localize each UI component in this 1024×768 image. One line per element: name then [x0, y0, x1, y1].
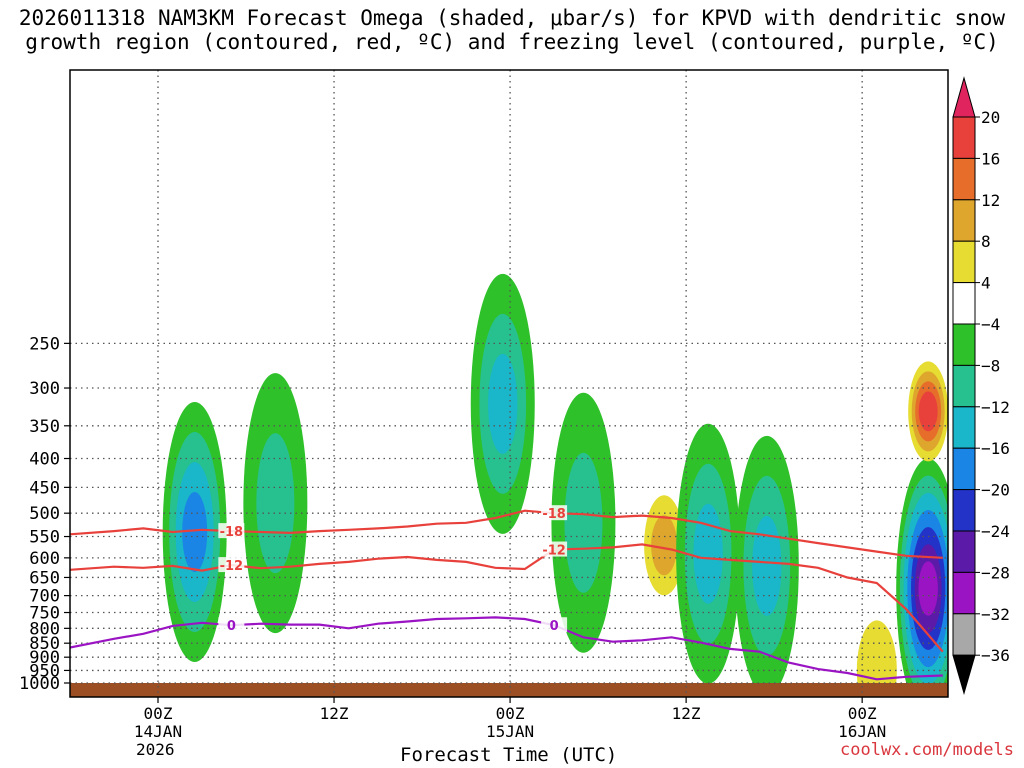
omega-region-2-level-2 — [488, 353, 518, 454]
omega-region-8-level-3 — [918, 391, 938, 432]
colorbar-label-12: −32 — [981, 605, 1010, 624]
colorbar-segment-7 — [952, 406, 976, 449]
x-tick-sublabel-30: 15JAN — [486, 722, 534, 741]
contour-label-bg-0-5 — [218, 523, 245, 539]
omega-region-0-level-3 — [182, 492, 208, 573]
contour-label-0-5: -18 — [220, 525, 244, 540]
y-tick-label-250: 250 — [29, 334, 60, 354]
y-tick-label-850: 850 — [29, 634, 60, 654]
colorbar-label-9: −20 — [981, 481, 1010, 500]
y-tick-label-1000: 1000 — [19, 674, 60, 694]
colorbar-bottom-triangle — [952, 654, 976, 695]
y-tick-label-550: 550 — [29, 528, 60, 548]
y-tick-label-600: 600 — [29, 549, 60, 569]
x-tick-label-42: 12Z — [672, 704, 701, 723]
colorbar-label-6: −8 — [981, 356, 1000, 375]
title-line-1: 2026011318 NAM3KM Forecast Omega (shaded… — [18, 6, 1006, 30]
contour-label-0-16: -18 — [542, 507, 566, 522]
colorbar-label-13: −36 — [981, 646, 1010, 665]
x-axis-title: Forecast Time (UTC) — [400, 744, 618, 766]
colorbar-label-8: −16 — [981, 439, 1010, 458]
contour-label-1-16: -12 — [542, 544, 566, 559]
omega-region-4-level-1 — [651, 515, 678, 576]
colorbar-label-2: 12 — [981, 191, 1000, 210]
y-tick-label-350: 350 — [29, 417, 60, 437]
y-tick-label-900: 900 — [29, 648, 60, 668]
contour-label-2-5: 0 — [227, 619, 236, 634]
x-tick-label-30: 00Z — [496, 704, 525, 723]
terrain-fill — [70, 683, 948, 697]
colorbar-segment-1 — [952, 157, 976, 201]
contour-label-bg-2-16 — [541, 617, 568, 633]
colorbar-segment-10 — [952, 530, 976, 573]
y-tick-label-500: 500 — [29, 504, 60, 524]
colorbar-label-4: 4 — [981, 274, 991, 293]
colorbar-label-11: −28 — [981, 563, 1010, 582]
omega-region-7-level-6 — [918, 561, 938, 616]
omega-region-5-level-2 — [693, 503, 723, 604]
contour-label-bg-1-5 — [218, 557, 245, 573]
colorbar-top-triangle — [952, 76, 976, 118]
contour-label-bg-1-16 — [541, 541, 568, 557]
colorbar-segment-6 — [952, 364, 976, 408]
y-tick-label-400: 400 — [29, 450, 60, 470]
colorbar-segment-2 — [952, 199, 976, 242]
x-tick-label-18: 12Z — [320, 704, 349, 723]
y-tick-label-700: 700 — [29, 587, 60, 607]
x-tick-label-54: 00Z — [848, 704, 877, 723]
x-tick-sublabel-6: 14JAN — [134, 722, 182, 741]
colorbar-segment-3 — [952, 240, 976, 284]
colorbar-label-3: 8 — [981, 232, 991, 251]
contour-label-bg-2-5 — [218, 617, 245, 633]
chart-title: 2026011318 NAM3KM Forecast Omega (shaded… — [0, 6, 1024, 54]
colorbar-segment-11 — [952, 571, 976, 615]
colorbar-label-7: −12 — [981, 398, 1010, 417]
y-tick-label-650: 650 — [29, 568, 60, 588]
colorbar-segment-8 — [952, 447, 976, 491]
contour-label-2-16: 0 — [550, 619, 559, 634]
colorbar-label-10: −24 — [981, 522, 1010, 541]
colorbar-label-0: 20 — [981, 108, 1000, 127]
colorbar-segment-12 — [952, 613, 976, 656]
omega-region-1-level-1 — [256, 433, 295, 574]
x-tick-sublabel-54: 16JAN — [838, 722, 886, 741]
y-tick-label-450: 450 — [29, 478, 60, 498]
plot-area: -18 -18 -12 -12 0 0 — [70, 70, 948, 697]
colorbar-label-5: −4 — [981, 315, 1000, 334]
contour-label-1-5: -12 — [220, 559, 244, 574]
omega-region-3-level-1 — [564, 452, 603, 593]
colorbar-segment-9 — [952, 489, 976, 532]
contour-label-bg-0-16 — [541, 505, 568, 521]
omega-region-6-level-2 — [752, 515, 782, 616]
plot-frame — [69, 69, 949, 698]
title-line-2: growth region (contoured, red, ºC) and f… — [25, 30, 999, 54]
credit-text: coolwx.com/models — [840, 740, 1014, 760]
y-tick-label-950: 950 — [29, 661, 60, 681]
y-tick-label-800: 800 — [29, 619, 60, 639]
x-tick-label-6: 00Z — [144, 704, 173, 723]
year-label: 2026 — [136, 740, 175, 759]
colorbar-segment-4 — [952, 282, 976, 325]
y-tick-label-750: 750 — [29, 604, 60, 624]
colorbar-label-1: 16 — [981, 149, 1000, 168]
colorbar-segment-0 — [952, 116, 976, 159]
y-tick-label-300: 300 — [29, 379, 60, 399]
colorbar-segment-5 — [952, 323, 976, 366]
